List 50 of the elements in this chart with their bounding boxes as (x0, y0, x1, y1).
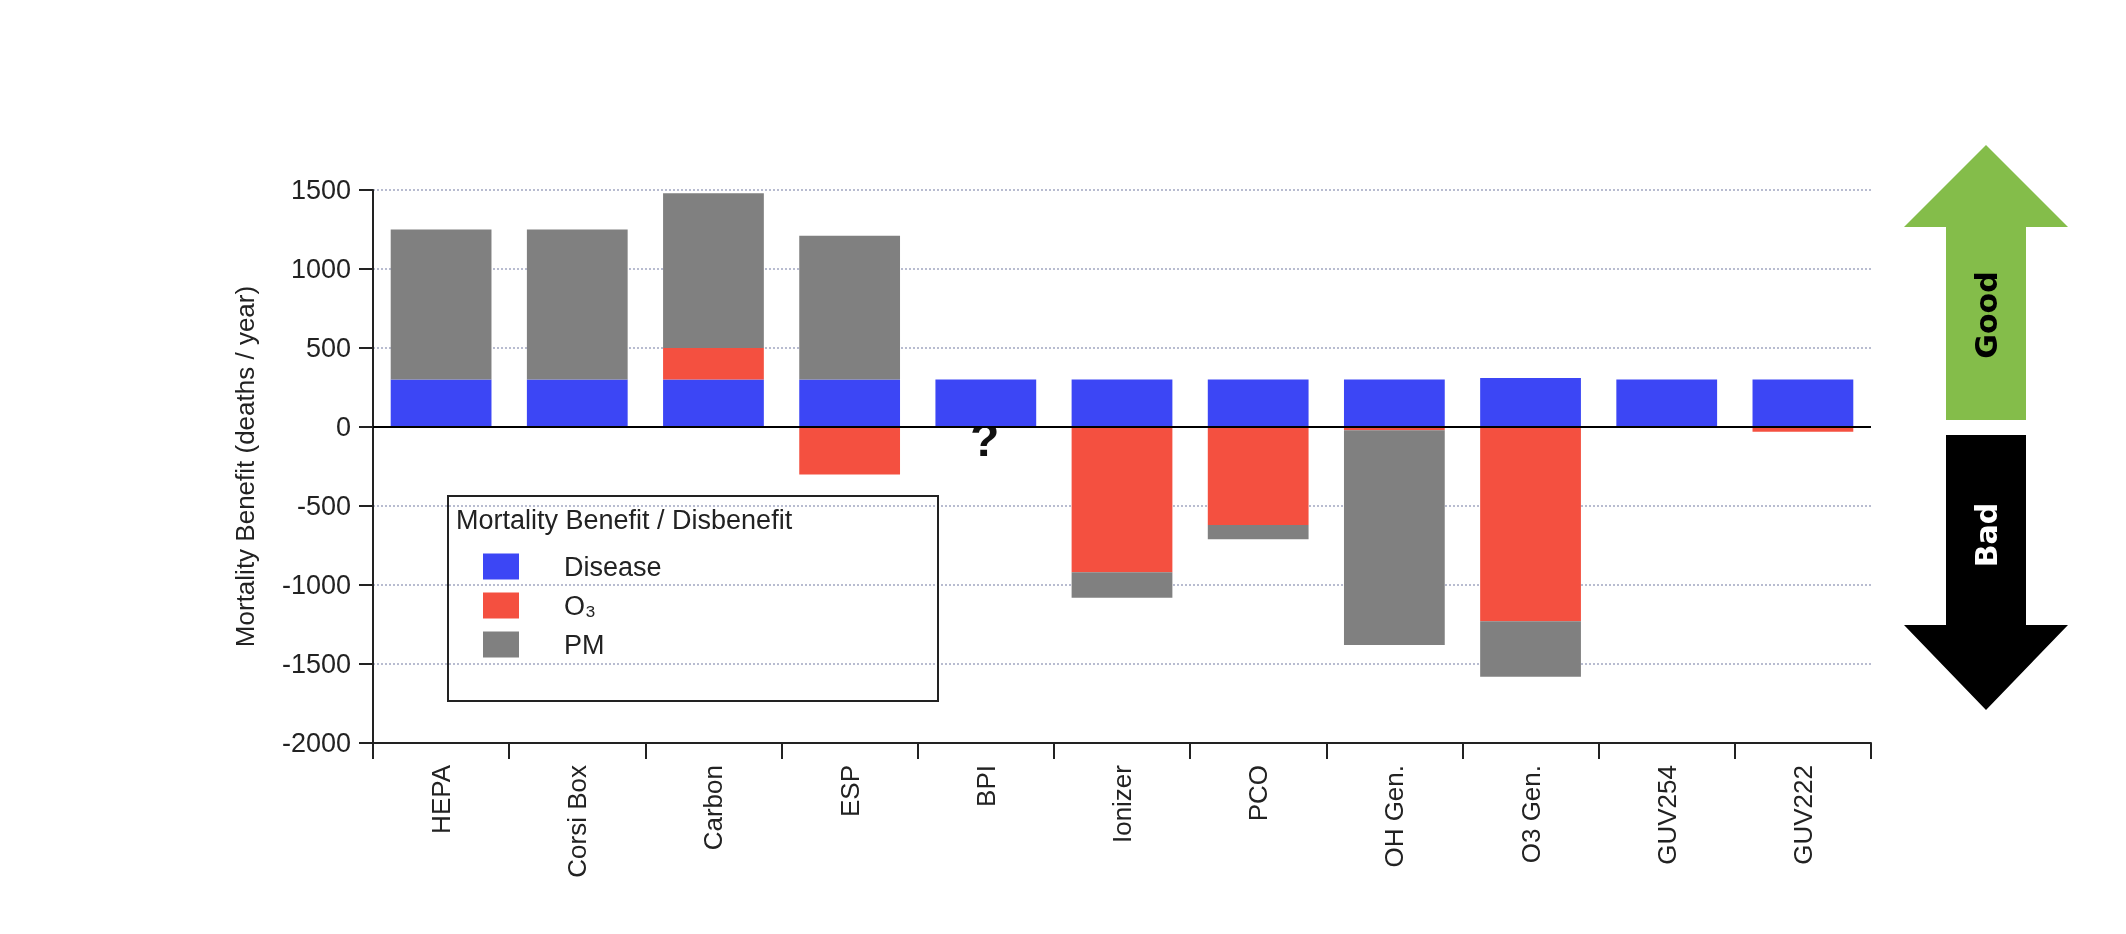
bar (1480, 621, 1581, 677)
bar (663, 193, 764, 348)
y-tick-label: -2000 (281, 728, 351, 758)
bar (1207, 524, 1309, 540)
legend-title: Mortality Benefit / Disbenefit (456, 504, 793, 535)
bar (663, 379, 764, 427)
x-tick-label: ESP (834, 765, 865, 818)
bar (1207, 427, 1309, 525)
x-tick-label: PCO (1243, 765, 1274, 822)
x-tick-label: BPI (970, 765, 1001, 807)
legend-label: Disease (564, 551, 662, 582)
legend-label: O₃ (564, 590, 596, 621)
bar (1071, 427, 1173, 573)
x-tick-label: O3 Gen. (1515, 765, 1546, 864)
bar (799, 379, 901, 427)
y-tick-label: 1000 (290, 254, 351, 284)
bar (526, 379, 628, 427)
bar (1071, 572, 1173, 598)
bar (1343, 379, 1445, 427)
x-tick-label: HEPA (426, 764, 457, 834)
bar (1616, 379, 1718, 427)
bar (526, 229, 628, 380)
y-tick-label: -1000 (281, 570, 351, 600)
bar (390, 379, 492, 427)
bar (390, 229, 492, 380)
bar (663, 348, 764, 380)
x-tick-label: Corsi Box (562, 765, 593, 878)
x-tick-label: Ionizer (1107, 764, 1137, 844)
down-arrow-icon: Bad (1904, 435, 2068, 710)
bar (1071, 379, 1173, 427)
legend-label: PM (564, 629, 605, 660)
y-tick-label: 500 (305, 333, 351, 363)
y-tick-label: 1500 (290, 175, 351, 205)
bar (1343, 430, 1445, 646)
bar (935, 379, 1037, 427)
bar (1480, 378, 1581, 427)
x-tick-label: GUV222 (1787, 765, 1818, 865)
y-tick-label: -1500 (281, 649, 351, 679)
bar (1207, 379, 1309, 427)
y-tick-label: 0 (335, 412, 351, 442)
up-arrow-icon: Good (1904, 145, 2068, 420)
bar (799, 427, 901, 475)
x-tick-label: Carbon (698, 765, 729, 851)
bar (1752, 379, 1854, 427)
x-tick-label: GUV254 (1651, 765, 1682, 865)
y-tick-label: -500 (296, 491, 351, 521)
bar (1480, 427, 1581, 622)
x-tick-label: OH Gen. (1379, 765, 1410, 868)
bar (799, 235, 901, 380)
y-axis-title: Mortality Benefit (deaths / year) (230, 285, 260, 648)
